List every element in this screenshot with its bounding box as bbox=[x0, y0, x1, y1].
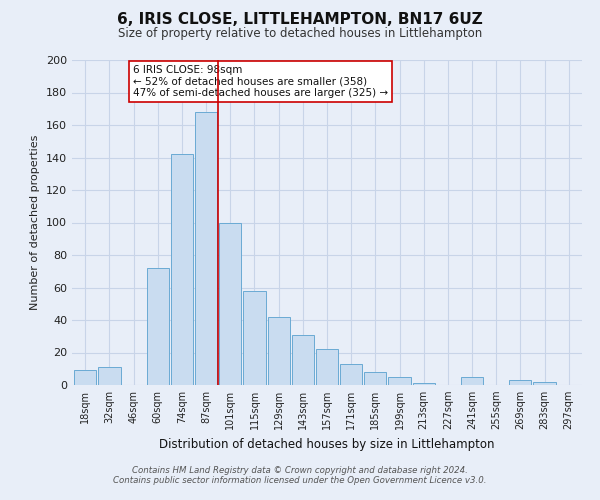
Bar bbox=[461, 377, 483, 385]
Text: Size of property relative to detached houses in Littlehampton: Size of property relative to detached ho… bbox=[118, 28, 482, 40]
Y-axis label: Number of detached properties: Number of detached properties bbox=[31, 135, 40, 310]
Bar bbox=[146, 268, 169, 385]
Bar bbox=[292, 334, 314, 385]
X-axis label: Distribution of detached houses by size in Littlehampton: Distribution of detached houses by size … bbox=[159, 438, 495, 450]
Bar bbox=[268, 317, 290, 385]
Bar bbox=[509, 380, 532, 385]
Bar bbox=[316, 349, 338, 385]
Bar bbox=[195, 112, 217, 385]
Bar bbox=[219, 222, 241, 385]
Bar bbox=[388, 377, 410, 385]
Bar bbox=[340, 364, 362, 385]
Bar bbox=[171, 154, 193, 385]
Text: 6 IRIS CLOSE: 98sqm
← 52% of detached houses are smaller (358)
47% of semi-detac: 6 IRIS CLOSE: 98sqm ← 52% of detached ho… bbox=[133, 65, 388, 98]
Text: 6, IRIS CLOSE, LITTLEHAMPTON, BN17 6UZ: 6, IRIS CLOSE, LITTLEHAMPTON, BN17 6UZ bbox=[117, 12, 483, 28]
Bar bbox=[74, 370, 97, 385]
Text: Contains HM Land Registry data © Crown copyright and database right 2024.
Contai: Contains HM Land Registry data © Crown c… bbox=[113, 466, 487, 485]
Bar bbox=[413, 384, 435, 385]
Bar bbox=[244, 291, 266, 385]
Bar bbox=[364, 372, 386, 385]
Bar bbox=[98, 367, 121, 385]
Bar bbox=[533, 382, 556, 385]
